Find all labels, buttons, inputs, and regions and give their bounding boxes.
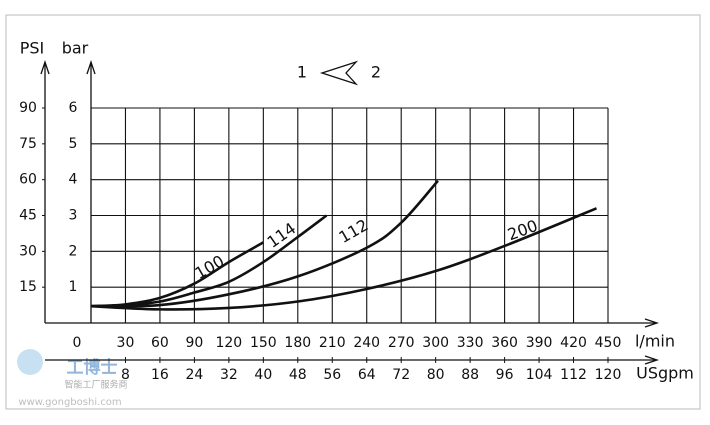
curve-label: 112 bbox=[336, 215, 372, 247]
logo bbox=[17, 349, 43, 375]
x2-tick-label: 120 bbox=[595, 367, 622, 383]
y-tick-label: 3 bbox=[69, 208, 78, 224]
y2-tick-label: 75 bbox=[19, 136, 37, 152]
y2-tick-label: 15 bbox=[19, 279, 37, 295]
x-tick-label: 300 bbox=[422, 335, 449, 351]
x-tick-label: 90 bbox=[185, 335, 203, 351]
y2-tick-label: 60 bbox=[19, 172, 37, 188]
x2-tick-label: 96 bbox=[496, 367, 514, 383]
x-tick-label: 30 bbox=[117, 335, 135, 351]
x2-tick-label: 80 bbox=[427, 367, 445, 383]
x2-tick-label: 24 bbox=[185, 367, 203, 383]
arrow bbox=[40, 59, 50, 75]
x2-tick-label: 72 bbox=[392, 367, 410, 383]
x-tick-label: 270 bbox=[388, 335, 415, 351]
y2-tick-label: 90 bbox=[19, 100, 37, 116]
watermark-brand: 工博士 bbox=[67, 357, 118, 378]
y-tick-label: 5 bbox=[69, 136, 78, 152]
arrow bbox=[86, 59, 96, 75]
curve bbox=[90, 207, 598, 311]
x-tick-label: 180 bbox=[284, 335, 311, 351]
arrow bbox=[644, 355, 660, 365]
y-tick-label: 1 bbox=[69, 279, 78, 295]
x-tick-label: 390 bbox=[526, 335, 553, 351]
curve bbox=[90, 179, 439, 308]
x2-tick-label: 40 bbox=[254, 367, 272, 383]
x2-tick-label: 88 bbox=[461, 367, 479, 383]
flow-arrow bbox=[319, 60, 359, 86]
x2-tick-label: 48 bbox=[289, 367, 307, 383]
y-tick-label: 6 bbox=[69, 100, 78, 116]
y2-tick-label: 45 bbox=[19, 208, 37, 224]
x-axis-label: l/min bbox=[635, 332, 675, 351]
flow-from: 2 bbox=[371, 63, 381, 82]
x2-tick-label: 112 bbox=[560, 367, 587, 383]
y-tick-label: 2 bbox=[69, 243, 78, 259]
y2-axis-label: PSI bbox=[20, 39, 45, 58]
curve bbox=[90, 214, 328, 308]
y2-tick-label: 30 bbox=[19, 243, 37, 259]
watermark: 工博士 智能工厂服务商 www.gongboshi.com bbox=[17, 349, 128, 408]
x-tick-label: 150 bbox=[250, 335, 277, 351]
watermark-tagline: 智能工厂服务商 bbox=[64, 379, 127, 391]
curve-label: 100 bbox=[192, 251, 228, 283]
x2-tick-label: 104 bbox=[526, 367, 553, 383]
flow-to: 1 bbox=[297, 63, 307, 82]
x2-tick-label: 56 bbox=[323, 367, 341, 383]
x-tick-label: 360 bbox=[491, 335, 518, 351]
x-tick-label: 420 bbox=[560, 335, 587, 351]
curve-label: 114 bbox=[263, 219, 299, 252]
x2-axis-label: USgpm bbox=[636, 364, 694, 383]
x2-tick-label: 32 bbox=[220, 367, 238, 383]
frame bbox=[5, 14, 701, 410]
curve-label: 200 bbox=[505, 216, 540, 244]
x2-tick-label: 16 bbox=[151, 367, 169, 383]
watermark-url: www.gongboshi.com bbox=[18, 397, 121, 408]
y-axis-label: bar bbox=[62, 39, 89, 58]
x-tick-label: 60 bbox=[151, 335, 169, 351]
y-tick-label: 4 bbox=[69, 172, 78, 188]
x-tick-label: 120 bbox=[215, 335, 242, 351]
arrow bbox=[644, 318, 660, 328]
x-tick-label: 450 bbox=[595, 335, 622, 351]
x2-tick-label: 64 bbox=[358, 367, 376, 383]
x2-tick-label: 8 bbox=[121, 367, 130, 383]
x-tick-label: 0 bbox=[73, 335, 82, 351]
x-tick-label: 210 bbox=[319, 335, 346, 351]
x-tick-label: 330 bbox=[457, 335, 484, 351]
x-tick-label: 240 bbox=[353, 335, 380, 351]
